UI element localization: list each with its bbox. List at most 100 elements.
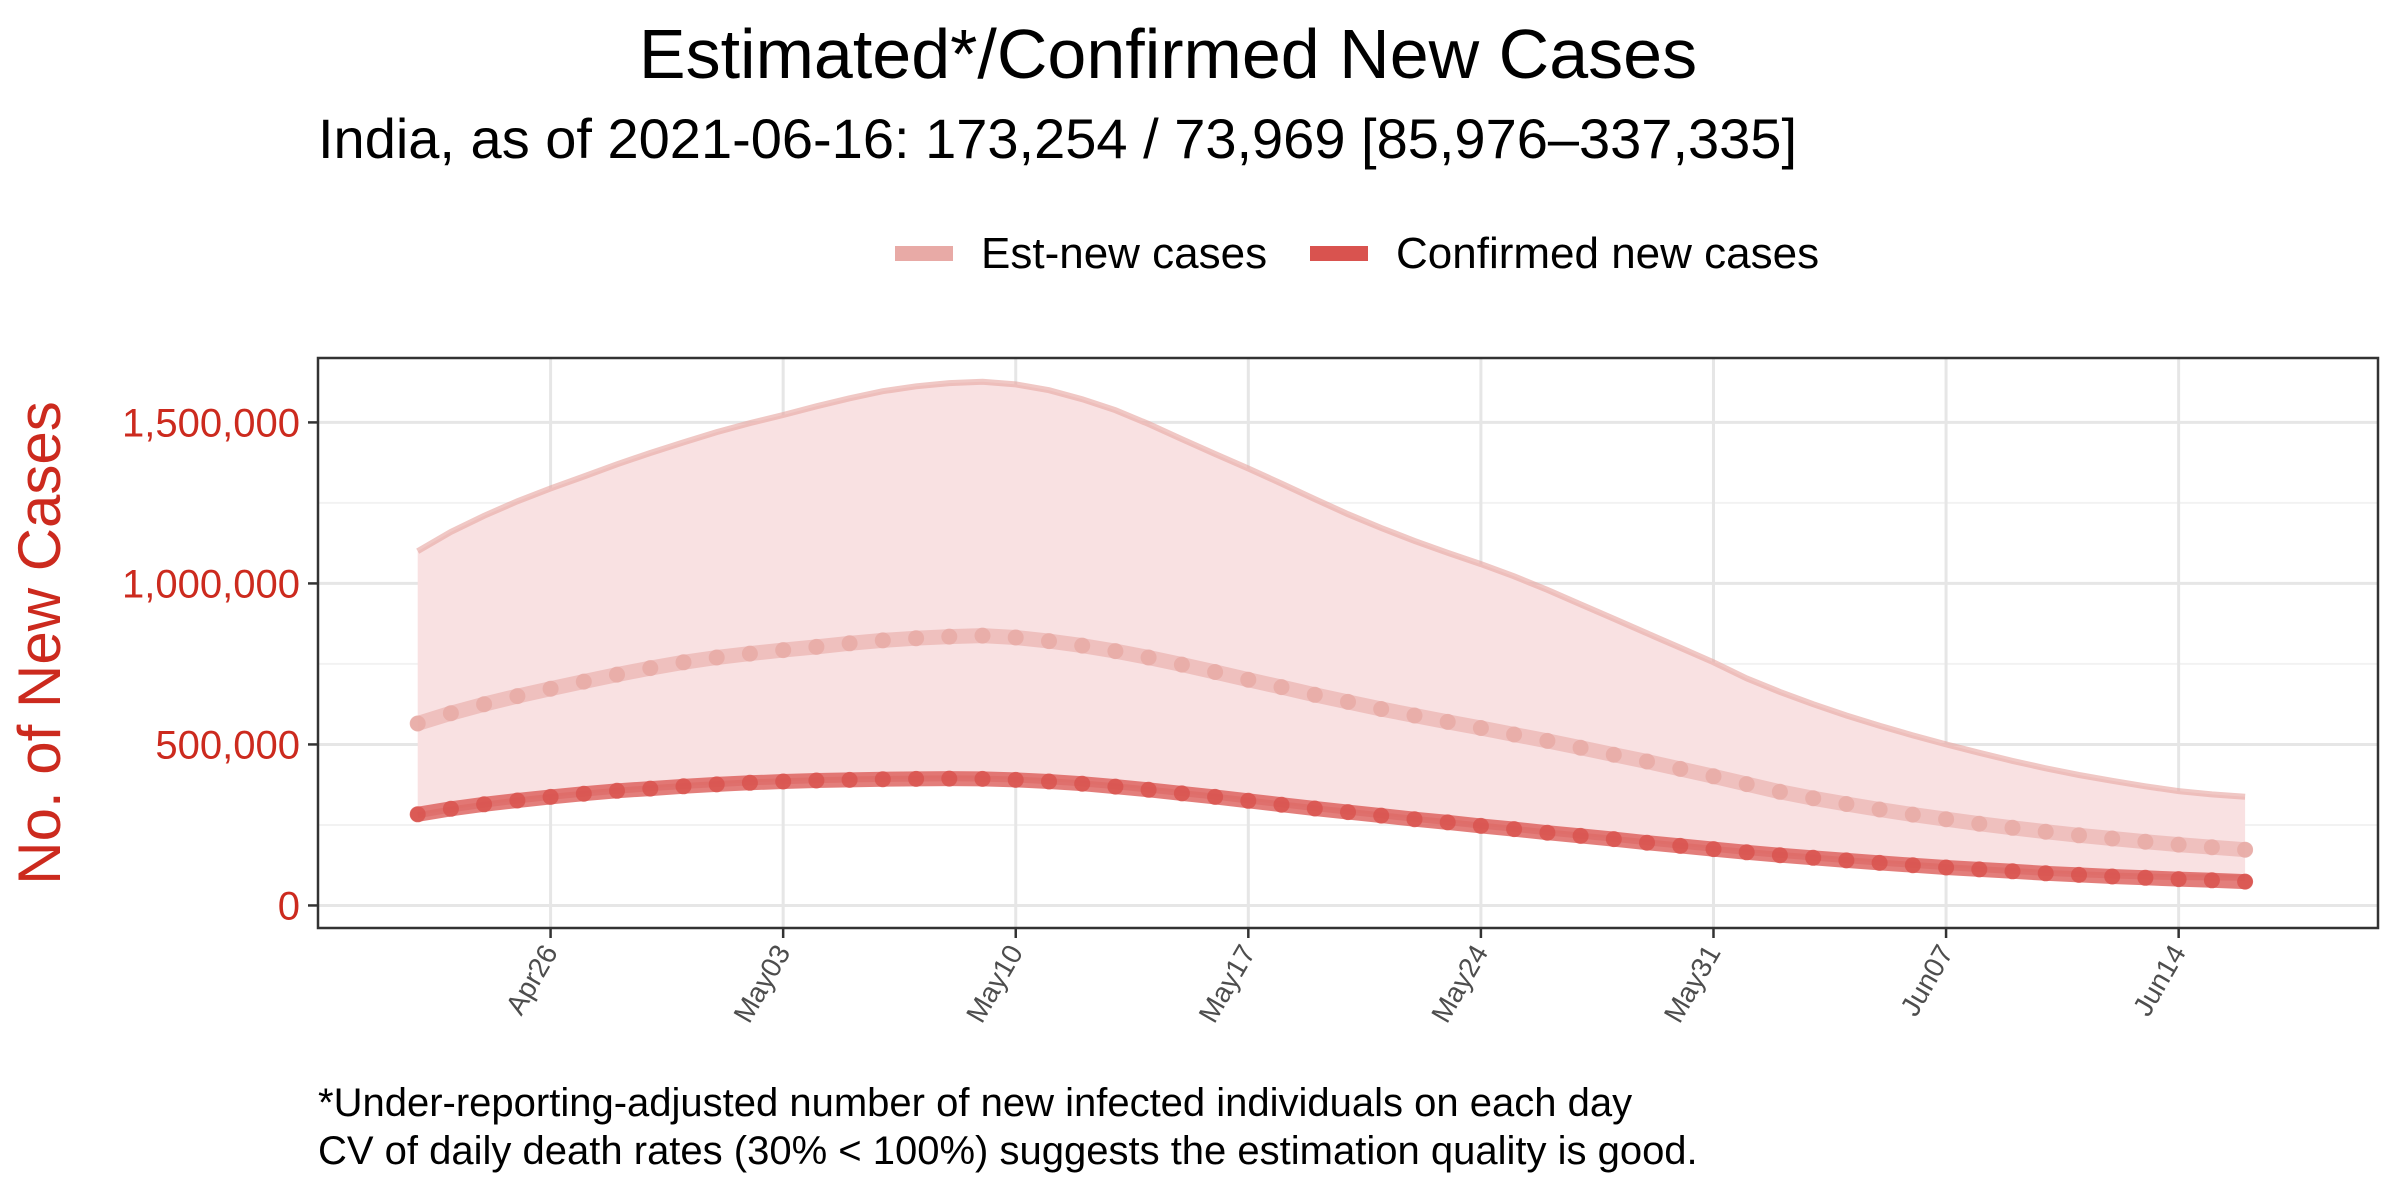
data-point-estimated xyxy=(2170,836,2187,853)
data-point-estimated xyxy=(1373,701,1390,717)
data-point-confirmed xyxy=(1439,814,1456,831)
data-point-confirmed xyxy=(1306,800,1323,817)
data-point-confirmed xyxy=(974,770,991,787)
x-tick-label: May17 xyxy=(1193,940,1262,1028)
y-axis: 0 500,000 1,000,000 1,500,000 xyxy=(122,401,318,928)
data-point-estimated xyxy=(1007,629,1024,646)
data-point-estimated xyxy=(1871,801,1888,818)
data-point-confirmed xyxy=(841,771,858,788)
data-point-confirmed xyxy=(1805,849,1822,866)
data-point-confirmed xyxy=(2004,863,2021,880)
data-point-estimated xyxy=(1771,783,1788,800)
data-point-estimated xyxy=(2104,830,2121,847)
data-point-confirmed xyxy=(476,796,493,813)
data-point-estimated xyxy=(1273,679,1290,696)
data-point-estimated xyxy=(1705,768,1722,785)
data-point-confirmed xyxy=(708,776,725,793)
plot-border xyxy=(316,356,2380,930)
legend: Est-new cases Confirmed new cases xyxy=(895,229,1819,278)
data-point-estimated xyxy=(2071,827,2087,844)
data-point-confirmed xyxy=(1406,811,1423,828)
data-point-confirmed xyxy=(409,806,426,823)
data-point-estimated xyxy=(741,645,758,662)
data-point-estimated xyxy=(708,649,725,666)
data-point-confirmed xyxy=(1672,837,1689,854)
x-tick-label: May10 xyxy=(960,940,1029,1028)
data-point-estimated xyxy=(409,715,426,732)
data-point-confirmed xyxy=(741,774,758,791)
data-point-estimated xyxy=(2237,841,2254,858)
data-point-confirmed xyxy=(2203,872,2220,889)
footnote-1: *Under-reporting-adjusted number of new … xyxy=(318,1081,1632,1125)
data-point-estimated xyxy=(941,628,958,645)
data-point-confirmed xyxy=(1904,857,1921,874)
data-point-estimated xyxy=(1539,732,1556,749)
data-point-confirmed xyxy=(1340,804,1356,821)
data-point-confirmed xyxy=(1007,771,1024,788)
data-point-estimated xyxy=(1838,796,1855,812)
data-point-confirmed xyxy=(775,773,792,790)
data-point-estimated xyxy=(1207,664,1224,680)
data-point-estimated xyxy=(1340,693,1356,710)
data-point-estimated xyxy=(1971,815,1988,832)
data-point-confirmed xyxy=(1771,847,1788,864)
data-point-confirmed xyxy=(1107,778,1124,795)
data-point-estimated xyxy=(509,688,526,705)
data-point-estimated xyxy=(1041,633,1057,650)
chart-title: Estimated*/Confirmed New Cases xyxy=(639,15,1697,93)
legend-label-confirmed: Confirmed new cases xyxy=(1396,229,1819,278)
data-point-confirmed xyxy=(1472,817,1489,834)
data-point-confirmed xyxy=(1074,775,1091,792)
x-tick-label: Apr26 xyxy=(500,940,564,1020)
data-point-confirmed xyxy=(1173,785,1190,802)
data-point-confirmed xyxy=(609,782,625,799)
data-point-confirmed xyxy=(542,788,559,805)
x-tick-label: May24 xyxy=(1425,940,1494,1028)
y-tick-label: 0 xyxy=(278,884,300,928)
data-point-estimated xyxy=(775,642,792,659)
data-point-confirmed xyxy=(1207,788,1224,805)
data-point-estimated xyxy=(1738,776,1755,793)
data-point-estimated xyxy=(2203,839,2220,856)
data-point-estimated xyxy=(808,638,825,655)
series-points xyxy=(409,627,2254,890)
data-point-estimated xyxy=(2004,819,2021,836)
x-tick-label: Jun07 xyxy=(1894,940,1959,1022)
data-point-estimated xyxy=(1904,806,1921,823)
data-point-confirmed xyxy=(1572,827,1589,844)
confidence-band-upper xyxy=(416,378,2246,800)
y-tick-label: 1,000,000 xyxy=(122,562,300,606)
y-tick-label: 1,500,000 xyxy=(122,401,300,445)
data-point-confirmed xyxy=(1705,841,1722,858)
data-point-confirmed xyxy=(2237,873,2254,890)
data-point-confirmed xyxy=(2104,868,2121,885)
data-point-estimated xyxy=(476,696,493,713)
confidence-band-area xyxy=(417,381,2246,878)
data-point-estimated xyxy=(1306,686,1323,703)
legend-label-estimated: Est-new cases xyxy=(981,229,1267,278)
data-point-estimated xyxy=(542,680,559,697)
data-point-estimated xyxy=(442,705,459,722)
data-point-confirmed xyxy=(1605,831,1622,848)
data-point-estimated xyxy=(2037,823,2054,840)
data-point-confirmed xyxy=(1240,792,1257,809)
data-point-confirmed xyxy=(2170,871,2187,888)
data-point-confirmed xyxy=(575,785,592,802)
x-axis: Apr26 May03 May10 May17 May24 May31 Jun07 Jun14 xyxy=(500,928,2192,1028)
data-point-estimated xyxy=(2137,833,2154,850)
data-point-estimated xyxy=(1506,726,1523,743)
data-point-estimated xyxy=(1107,643,1124,660)
data-point-confirmed xyxy=(675,778,692,795)
data-point-confirmed xyxy=(1273,796,1290,813)
x-tick-label: Jun14 xyxy=(2127,940,2192,1022)
data-point-estimated xyxy=(908,630,925,647)
data-point-estimated xyxy=(1805,790,1822,807)
data-point-estimated xyxy=(1140,649,1157,666)
legend-swatch-estimated xyxy=(895,246,953,261)
data-point-confirmed xyxy=(908,770,925,787)
data-point-confirmed xyxy=(2071,866,2087,883)
data-point-estimated xyxy=(1605,746,1622,763)
data-point-confirmed xyxy=(808,772,825,789)
data-point-confirmed xyxy=(1639,834,1655,851)
